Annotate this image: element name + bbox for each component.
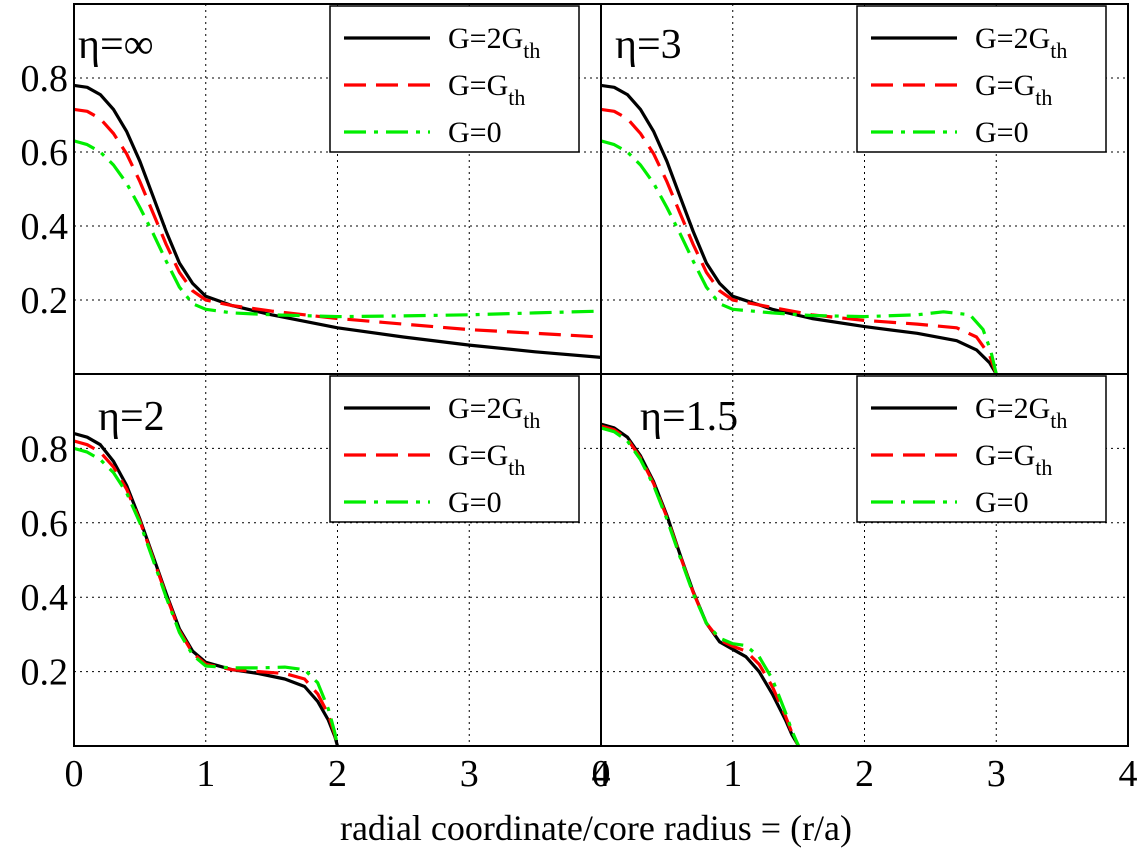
series-line-G=2Gth — [74, 431, 340, 746]
x-tick-label: 2 — [855, 753, 874, 795]
x-axis-label: radial coordinate/core radius = (r/a) — [340, 808, 852, 848]
x-tick-label: 3 — [460, 753, 479, 795]
series-line-G=0 — [601, 139, 998, 374]
legend-entry: G=0 — [975, 116, 1029, 149]
legend-entry: G=2Gth — [975, 22, 1067, 63]
series-line-G=Gth — [74, 107, 601, 339]
legend-entry-main: G=G — [448, 439, 508, 472]
legend-entry: G=0 — [975, 486, 1029, 519]
panel-label: η=2 — [98, 394, 165, 440]
panel-frame — [600, 373, 1129, 747]
series-line-G=2Gth — [74, 83, 601, 359]
x-tick-label: 0 — [592, 753, 611, 795]
tick-labels: 0.20.40.60.80.20.40.60.80 1 2 3 40 1 2 3 4 — [21, 58, 1138, 795]
series-line-G=0 — [74, 446, 340, 746]
series-line-G=Gth — [601, 107, 998, 374]
legend-entry-subscript: th — [508, 85, 525, 110]
panel-label: η=1.5 — [640, 394, 738, 440]
x-tick-label: 2 — [328, 753, 347, 795]
legend-entry-subscript: th — [508, 455, 525, 480]
series-group — [74, 83, 601, 359]
x-tick-label: 3 — [987, 753, 1006, 795]
legend-entry-subscript: th — [523, 38, 540, 63]
y-tick-label: 0.2 — [21, 280, 69, 322]
series-line-G=2Gth — [601, 422, 800, 746]
legend-box — [856, 375, 1107, 523]
legend-entry-main: G=G — [975, 69, 1035, 102]
series-group — [601, 422, 801, 746]
legend-entry-main: G=G — [448, 69, 508, 102]
legend-entry: G=Gth — [975, 439, 1052, 480]
x-tick-label: 1 — [723, 753, 742, 795]
legend-entry-subscript: th — [1035, 455, 1052, 480]
y-tick-label: 0.8 — [21, 428, 69, 470]
y-tick-label: 0.4 — [21, 206, 69, 248]
y-tick-label: 0.8 — [21, 58, 69, 100]
x-tick-label: 4 — [1119, 753, 1138, 795]
legend-entry-main: G=2G — [975, 392, 1050, 425]
legend-entry-main: G=2G — [975, 22, 1050, 55]
series-group — [601, 83, 998, 374]
series-line-G=0 — [601, 426, 801, 746]
legend-entry-subscript: th — [523, 408, 540, 433]
legend-entry: G=Gth — [975, 69, 1052, 110]
y-tick-label: 0.2 — [21, 652, 69, 694]
y-tick-label: 0.6 — [21, 503, 69, 545]
legend-box — [856, 5, 1107, 153]
panel-label: η=3 — [615, 22, 682, 68]
legend-entry-subscript: th — [1050, 408, 1067, 433]
legend-entry-subscript: th — [1035, 85, 1052, 110]
legend-box — [329, 375, 580, 523]
series-line-G=0 — [74, 139, 601, 319]
x-tick-label: 0 — [65, 753, 84, 795]
series-line-G=2Gth — [601, 83, 998, 374]
x-tick-label: 4 — [592, 753, 611, 795]
legend-entry-main: G=0 — [975, 486, 1029, 519]
legend-entry-main: G=0 — [448, 486, 502, 519]
legend-entry-main: G=2G — [448, 392, 523, 425]
y-tick-label: 0.4 — [21, 577, 69, 619]
legend-box — [329, 5, 580, 153]
legend-entry-main: G=2G — [448, 22, 523, 55]
legend-entry: G=2Gth — [448, 22, 540, 63]
series-line-G=Gth — [74, 439, 340, 746]
x-tick-label: 1 — [196, 753, 215, 795]
legend-entry: G=0 — [448, 116, 502, 149]
panel-label: η=∞ — [78, 22, 154, 68]
legend-entry: G=2Gth — [975, 392, 1067, 433]
series-line-G=Gth — [601, 424, 801, 746]
legend-entry-main: G=G — [975, 439, 1035, 472]
series-group — [74, 431, 340, 746]
legend-entry: G=0 — [448, 486, 502, 519]
legend-entry-subscript: th — [1050, 38, 1067, 63]
legend-entry: G=Gth — [448, 69, 525, 110]
legend-entry: G=2Gth — [448, 392, 540, 433]
legend-entry-main: G=0 — [448, 116, 502, 149]
legend-entry: G=Gth — [448, 439, 525, 480]
legend-entry-main: G=0 — [975, 116, 1029, 149]
y-tick-label: 0.6 — [21, 132, 69, 174]
